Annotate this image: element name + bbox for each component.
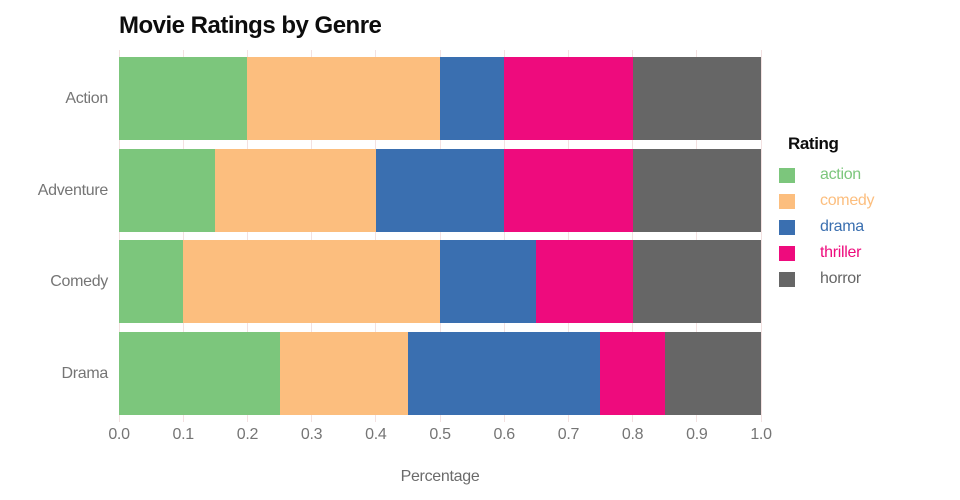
y-axis-label-adventure: Adventure — [37, 181, 109, 199]
bar-segment-action-horror — [632, 57, 761, 140]
gridline — [567, 50, 569, 422]
x-tick-label-0.6: 0.6 — [493, 426, 516, 443]
y-axis-label-comedy: Comedy — [50, 273, 108, 290]
x-tick-label-0.9: 0.9 — [686, 426, 708, 443]
legend-item-comedy: comedy — [779, 188, 875, 214]
x-tick-label-0.8: 0.8 — [621, 426, 644, 443]
bar-segment-adventure-horror — [632, 148, 761, 232]
bar-row-adventure — [119, 148, 761, 232]
legend-item-thriller: thriller — [779, 240, 874, 266]
bar-segment-adventure-comedy — [215, 148, 376, 232]
bar-segment-drama-thriller — [600, 331, 665, 415]
gridline — [632, 50, 634, 422]
y-axis-label-drama: Drama — [61, 364, 108, 382]
gridline — [503, 50, 505, 422]
x-tick-label-0.4: 0.4 — [365, 426, 387, 443]
bar-segment-comedy-action — [119, 240, 184, 323]
legend-item-drama: drama — [779, 214, 874, 240]
gridline — [696, 50, 698, 422]
legend-swatch-horror — [779, 271, 795, 287]
bar-row-action — [119, 57, 761, 140]
bar-segment-drama-horror — [664, 331, 761, 415]
bar-segment-adventure-action — [119, 148, 216, 232]
gridline — [246, 50, 248, 422]
legend: Rating action comedy drama thriller horror — [779, 134, 875, 292]
gridline — [118, 50, 120, 422]
y-axis-label-action: Action — [65, 90, 108, 107]
x-tick-label-0.3: 0.3 — [300, 426, 323, 443]
bar-segment-adventure-drama — [375, 148, 505, 232]
bar-segment-action-drama — [439, 57, 505, 140]
legend-label-drama: drama — [820, 218, 864, 235]
legend-swatch-comedy — [779, 193, 795, 209]
legend-swatch-drama — [779, 219, 795, 235]
x-tick-label-0.2: 0.2 — [236, 426, 259, 443]
legend-label-horror: horror — [820, 270, 861, 287]
x-tick-label-0.7: 0.7 — [557, 426, 580, 443]
bar-segment-adventure-thriller — [504, 148, 633, 232]
gridline — [439, 50, 441, 422]
x-tick-label-0.5: 0.5 — [429, 426, 451, 443]
bar-segment-action-thriller — [504, 57, 633, 140]
bar-segment-action-action — [119, 57, 248, 140]
legend-item-horror: horror — [779, 266, 874, 292]
chart-title: Movie Ratings by Genre — [119, 12, 382, 39]
legend-swatch-action — [779, 167, 795, 183]
gridline — [182, 50, 184, 422]
bar-segment-comedy-drama — [439, 240, 537, 323]
legend-label-thriller: thriller — [820, 244, 862, 261]
legend-swatch-thriller — [779, 245, 795, 261]
bar-segment-comedy-thriller — [536, 240, 633, 323]
legend-label-comedy: comedy — [820, 192, 875, 209]
x-axis-title: Percentage — [400, 468, 480, 485]
bar-segment-action-comedy — [247, 57, 440, 140]
bar-segment-comedy-comedy — [183, 240, 440, 323]
bar-row-comedy — [119, 240, 761, 323]
x-tick-label-1.0: 1.0 — [750, 426, 772, 443]
gridline — [760, 50, 762, 422]
legend-items: action comedy drama thriller horror — [779, 162, 875, 292]
gridline — [311, 50, 313, 422]
legend-item-action: action — [779, 162, 874, 188]
bar-segment-drama-action — [119, 331, 280, 415]
gridline — [375, 50, 377, 422]
bar-segment-drama-drama — [407, 331, 601, 415]
bar-segment-drama-comedy — [279, 331, 408, 415]
legend-label-action: action — [820, 166, 861, 183]
bar-row-drama — [119, 331, 761, 415]
x-tick-label-0.0: 0.0 — [108, 426, 130, 443]
bar-segment-comedy-horror — [632, 240, 761, 323]
x-tick-label-0.1: 0.1 — [172, 426, 195, 443]
legend-title: Rating — [788, 134, 839, 153]
